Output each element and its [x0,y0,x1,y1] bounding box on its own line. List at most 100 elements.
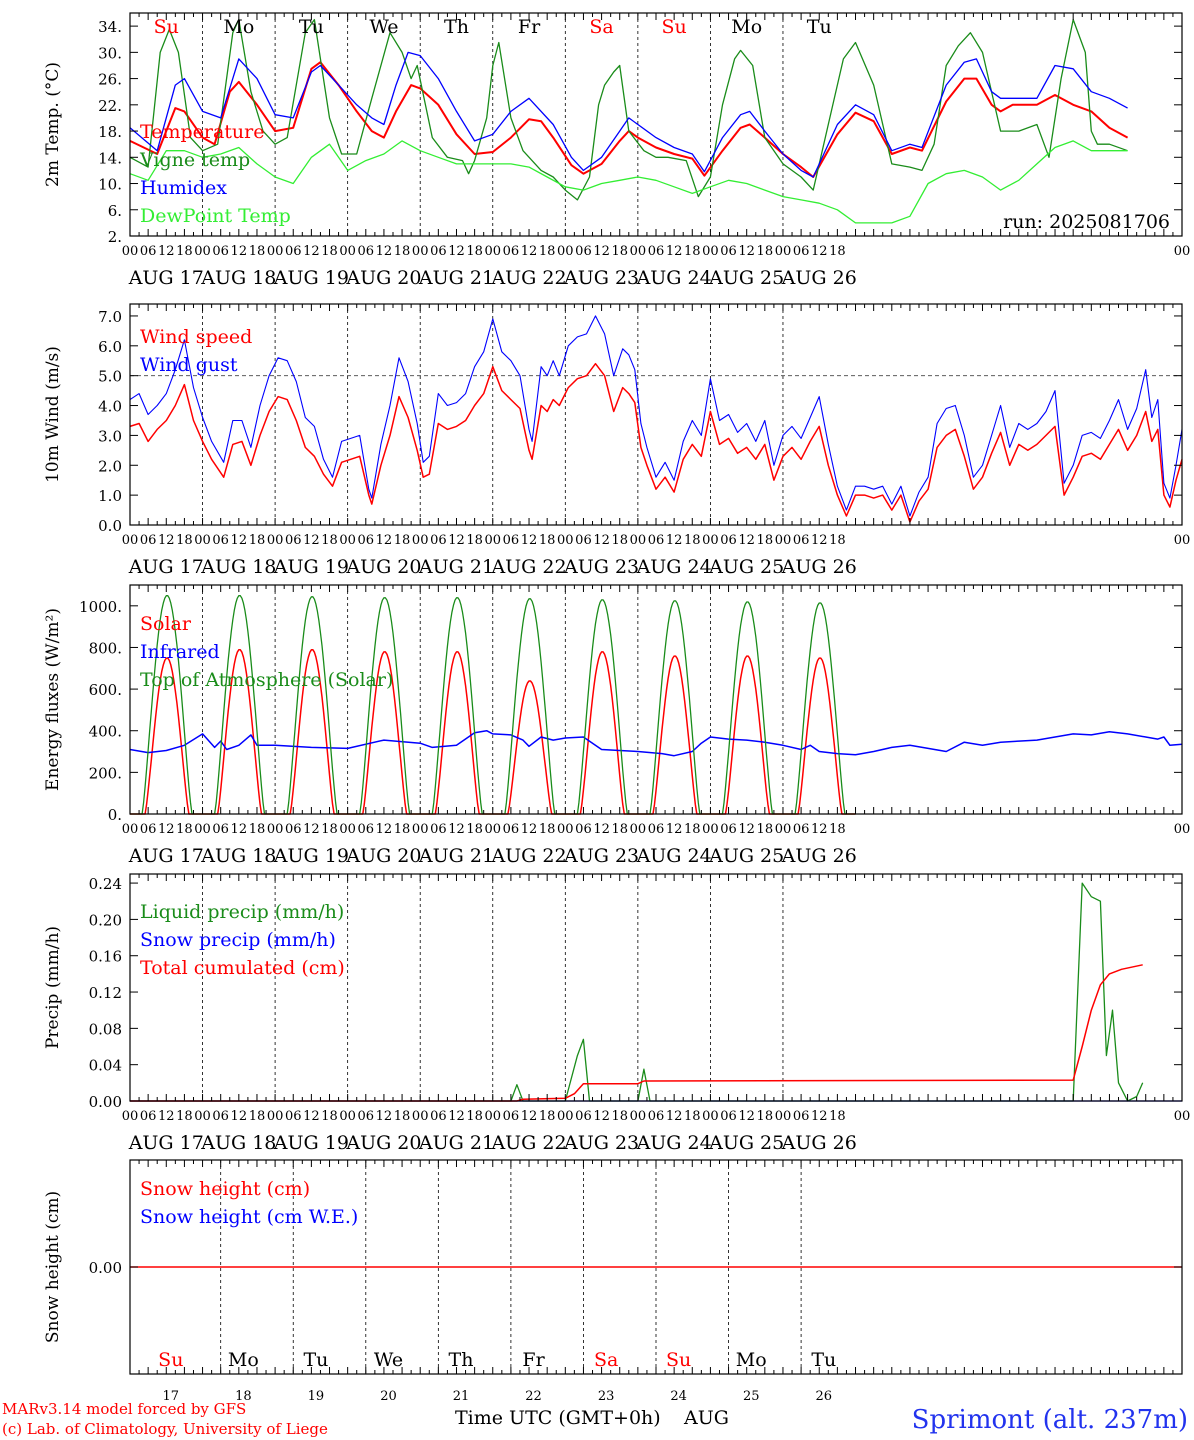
x-hour-label: 06 [503,533,520,548]
x-hour-label: 12 [448,244,465,259]
y-tick-label: 0.0 [98,517,122,535]
x-hour-label: 06 [575,533,592,548]
x-hour-label: 18 [394,533,411,548]
weekday-label: Th [449,1349,474,1371]
x-hour-label: 06 [720,533,737,548]
x-hour-label: 18 [757,822,774,837]
y-tick-label: 0.00 [89,1259,122,1277]
y-axis-label: 2m Temp. (°C) [43,62,63,187]
day-number-label: 21 [453,1389,470,1404]
x-hour-label: 06 [358,822,375,837]
x-date-label: AUG 24 [636,1132,712,1154]
y-tick-label: 26. [98,71,122,89]
y-tick-label: 200. [89,764,122,782]
x-hour-label: 12 [158,822,175,837]
x-hour-label: 00 [557,533,574,548]
series-wind-gust [129,315,1183,517]
y-tick-label: 0.08 [89,1020,122,1038]
x-hour-label: 06 [212,244,229,259]
x-hour-label: 00 [267,822,284,837]
x-hour-label: 12 [666,822,683,837]
x-hour-label: 12 [376,1109,393,1124]
x-hour-label: 00 [702,822,719,837]
x-hour-label: 18 [611,1109,628,1124]
series-infrared [129,729,1183,757]
x-hour-label: 00 [630,1109,647,1124]
x-hour-label: 18 [611,822,628,837]
x-hour-label: 12 [666,533,683,548]
x-hour-label: 18 [249,244,266,259]
x-hour-label: 12 [811,244,828,259]
weekday-label: Sa [594,1349,618,1371]
plot-frame [129,303,1183,526]
x-hour-label: 06 [648,1109,665,1124]
weekday-label: Fr [518,16,541,38]
x-hour-label: 18 [321,1109,338,1124]
x-hour-label: 12 [521,822,538,837]
x-hour-label: 00 [775,1109,792,1124]
weekday-label: Sa [589,16,613,38]
x-hour-label: 18 [321,533,338,548]
y-tick-label: 1000. [79,598,122,616]
x-hour-label: 12 [231,822,248,837]
x-date-label: AUG 22 [490,267,566,289]
x-date-label: AUG 18 [200,1132,276,1154]
series-wind-speed [129,362,1183,523]
x-hour-label: 18 [757,244,774,259]
x-hour-label: 12 [593,822,610,837]
x-date-label: AUG 18 [200,267,276,289]
x-date-label: AUG 26 [781,1132,857,1154]
day-number-label: 18 [235,1389,252,1404]
x-hour-label: 00 [339,533,356,548]
x-hour-label: 18 [176,1109,193,1124]
weekday-label: Tu [303,1349,328,1371]
x-date-label: AUG 22 [490,1132,566,1154]
x-hour-label: 00 [557,1109,574,1124]
labels-layer: 34. 30. 26. 22. 18. 14. 10. 6. 2. 2m Temp. (°C) 00… [43,16,1190,1404]
day-number-label: 17 [163,1389,180,1404]
x-hour-label: 00 [267,244,284,259]
x-hour-label: 18 [394,1109,411,1124]
panel-1 [129,12,1183,237]
series-dewpoint-temp [129,140,1128,224]
x-hour-label: 12 [376,533,393,548]
x-hour-label: 12 [593,533,610,548]
x-date-label: AUG 17 [128,556,204,578]
x-hour-label: 06 [430,822,447,837]
x-hour-label: 00 [557,244,574,259]
x-hour-label: 00 [775,533,792,548]
x-hour-label: 06 [648,244,665,259]
x-hour-label: 12 [158,244,175,259]
axes-layer [129,12,1183,1375]
x-date-label: AUG 23 [563,267,639,289]
x-hour-label: 06 [575,1109,592,1124]
weekday-label: Mo [223,16,254,38]
plot-frame [129,584,1183,815]
x-hour-label: 12 [738,244,755,259]
x-hour-label: 00 [702,1109,719,1124]
x-hour-label: 00 [775,822,792,837]
y-tick-label: 34. [98,18,122,36]
station-name: Sprimont (alt. 237m) [912,1405,1188,1435]
x-hour-label: 06 [358,1109,375,1124]
y-tick-label: 600. [89,681,122,699]
x-hour-label: 00 [1174,822,1191,837]
x-hour-label: 00 [412,1109,429,1124]
x-hour-label: 12 [666,244,683,259]
x-hour-label: 18 [539,533,556,548]
x-hour-label: 18 [249,1109,266,1124]
y-axis-label: 10m Wind (m/s) [43,346,63,483]
x-date-label: AUG 23 [563,556,639,578]
y-axis-label: Precip (mm/h) [43,926,63,1049]
x-hour-label: 18 [757,1109,774,1124]
weekday-label: Mo [731,16,762,38]
x-date-label: AUG 21 [418,556,494,578]
x-hour-label: 06 [140,533,157,548]
x-hour-label: 06 [212,533,229,548]
day-number-label: 26 [816,1389,833,1404]
x-hour-label: 12 [231,1109,248,1124]
x-hour-label: 18 [829,533,846,548]
x-hour-label: 18 [321,822,338,837]
x-hour-label: 00 [122,1109,139,1124]
x-hour-label: 12 [303,822,320,837]
